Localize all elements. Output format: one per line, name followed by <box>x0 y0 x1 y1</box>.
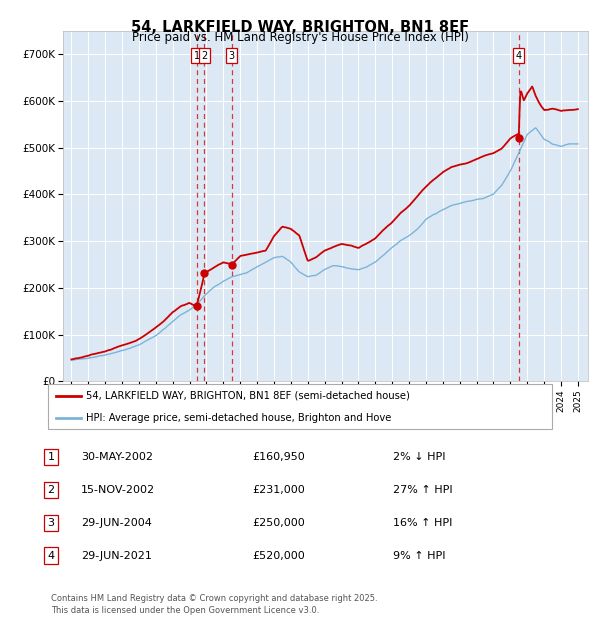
Text: £231,000: £231,000 <box>252 485 305 495</box>
Text: 54, LARKFIELD WAY, BRIGHTON, BN1 8EF: 54, LARKFIELD WAY, BRIGHTON, BN1 8EF <box>131 20 469 35</box>
Text: 2: 2 <box>47 485 55 495</box>
Text: 1: 1 <box>193 50 200 61</box>
Text: 29-JUN-2021: 29-JUN-2021 <box>81 551 152 560</box>
Text: Price paid vs. HM Land Registry's House Price Index (HPI): Price paid vs. HM Land Registry's House … <box>131 31 469 44</box>
Text: 15-NOV-2002: 15-NOV-2002 <box>81 485 155 495</box>
Text: 3: 3 <box>47 518 55 528</box>
Text: £520,000: £520,000 <box>252 551 305 560</box>
Text: £160,950: £160,950 <box>252 452 305 462</box>
Text: HPI: Average price, semi-detached house, Brighton and Hove: HPI: Average price, semi-detached house,… <box>86 413 391 423</box>
Text: 1: 1 <box>47 452 55 462</box>
Text: £250,000: £250,000 <box>252 518 305 528</box>
Text: 16% ↑ HPI: 16% ↑ HPI <box>393 518 452 528</box>
Text: 2% ↓ HPI: 2% ↓ HPI <box>393 452 445 462</box>
Text: 9% ↑ HPI: 9% ↑ HPI <box>393 551 445 560</box>
Text: 27% ↑ HPI: 27% ↑ HPI <box>393 485 452 495</box>
Text: 29-JUN-2004: 29-JUN-2004 <box>81 518 152 528</box>
Text: 3: 3 <box>229 50 235 61</box>
Text: 2: 2 <box>202 50 208 61</box>
Text: 4: 4 <box>515 50 521 61</box>
Text: 54, LARKFIELD WAY, BRIGHTON, BN1 8EF (semi-detached house): 54, LARKFIELD WAY, BRIGHTON, BN1 8EF (se… <box>86 391 410 401</box>
Text: 4: 4 <box>47 551 55 560</box>
Text: Contains HM Land Registry data © Crown copyright and database right 2025.
This d: Contains HM Land Registry data © Crown c… <box>51 594 377 615</box>
Text: 30-MAY-2002: 30-MAY-2002 <box>81 452 153 462</box>
